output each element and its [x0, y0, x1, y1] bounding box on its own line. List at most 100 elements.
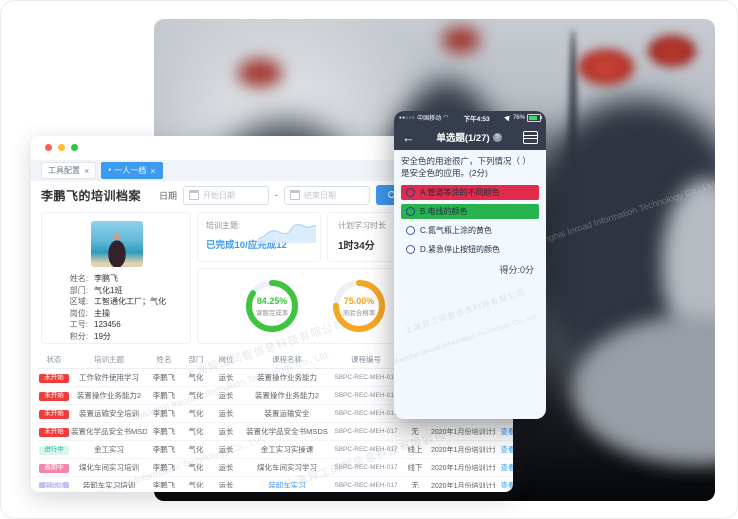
profile-field: 岗位: 主操 — [52, 308, 184, 320]
table-cell: 装置操作业务能力 — [257, 373, 317, 382]
table-cell: SBPC-REC-MEH-017 — [334, 410, 398, 417]
donut-chart: 84.25% 课题完成率 — [240, 274, 304, 338]
planned-duration-value: 1时34分 — [338, 241, 375, 252]
action-link[interactable]: 查看 — [500, 445, 514, 454]
table-cell: 气化 — [188, 463, 204, 472]
close-window-icon[interactable] — [45, 144, 52, 151]
status-cell: 进行中 — [37, 444, 71, 455]
table-cell: 李鹏飞 — [152, 373, 176, 382]
status-cell: 已完成 — [37, 480, 71, 488]
answer-option[interactable]: C.氮气瓶上涂的黄色 — [401, 223, 539, 238]
donut-label: 测验合格率 — [342, 309, 376, 317]
tab[interactable]: ● 一人一档 × — [101, 162, 163, 179]
answer-option-label: D.紧急停止按钮的颜色 — [420, 245, 500, 254]
profile-field-label: 工号: — [69, 320, 88, 329]
column-header: 姓名 — [156, 354, 172, 364]
date-filter-label: 日期 — [159, 190, 178, 201]
table-cell: 李鹏飞 — [152, 427, 176, 436]
answer-option[interactable]: B.电线的颜色 — [401, 204, 539, 219]
maximize-window-icon[interactable] — [71, 144, 78, 151]
radio-icon[interactable] — [406, 207, 415, 216]
status-badge: 已完成 — [39, 481, 69, 488]
answer-sheet-icon[interactable] — [523, 130, 538, 144]
tab-close-icon[interactable]: × — [150, 165, 156, 176]
calendar-icon — [290, 190, 301, 200]
quiz-title: 单选题(1/27) — [436, 133, 490, 144]
profile-field: 部门: 气化1班 — [52, 285, 184, 297]
end-date-input[interactable]: 结束日期 — [284, 185, 371, 205]
column-header: 岗位 — [218, 354, 234, 364]
answer-options: A.管道等涂的不同颜色 B.电线的颜色 C.氮气瓶上涂的黄色 D.紧急停止按钮的… — [401, 185, 539, 261]
tab-bar: 工具配置 × ● 一人一档 × — [31, 160, 513, 181]
answer-option-label: A.管道等涂的不同颜色 — [420, 188, 500, 197]
course-link[interactable]: 装卸车实习 — [268, 481, 306, 488]
tab-label: 工具配置 — [48, 166, 80, 175]
table-cell: 装置操作业务能力2 — [76, 391, 142, 400]
training-topic-value: 已完成10/应完成12 — [206, 240, 287, 251]
column-header: 培训主题 — [94, 354, 124, 364]
table-cell: SBPC-REC-MEH-017 — [334, 482, 398, 488]
table-row: 已完成 装卸车实习培训 李鹏飞 气化 运长 装卸车实习 SBPC-REC-MEH-017 无 2… — [37, 477, 513, 488]
status-badge: 未开始 — [39, 373, 69, 383]
mini-area-chart — [258, 224, 316, 243]
status-cell: 未开始 — [37, 408, 71, 419]
status-badge: 未开始 — [39, 427, 69, 437]
profile-field-label: 姓名: — [69, 274, 88, 283]
action-link[interactable]: 查看 — [500, 463, 514, 472]
location-arrow-icon — [504, 113, 512, 122]
watermark-text: Shanghai Inroad Information Technology C… — [394, 312, 540, 367]
table-cell: 运长 — [218, 391, 234, 400]
table-cell: 装置化学品安全书MSDS — [246, 427, 328, 436]
table-cell: 气化 — [188, 427, 204, 436]
status-cell: 未开始 — [37, 426, 71, 437]
back-button[interactable]: ← — [402, 129, 415, 145]
profile-field-value: 李鹏飞 — [94, 274, 118, 283]
table-cell: 金工实习 — [94, 445, 124, 454]
table-cell: 煤化车间实习学习 — [257, 463, 317, 472]
table-cell: 装置操作业务能力2 — [254, 391, 320, 400]
toolbar: 李鹏飞的培训档案 日期 开始日期 - 结束日期 查询 — [31, 182, 513, 208]
status-cell: 逾期中 — [37, 462, 71, 473]
radio-icon[interactable] — [406, 226, 415, 235]
question-text: 安全色的用途很广，下列情况（ ）是安全色的应用。(2分) — [401, 156, 531, 178]
profile-field-label: 部门: — [69, 285, 88, 295]
table-cell: 装置运输安全培训 — [79, 409, 139, 418]
start-date-input[interactable]: 开始日期 — [183, 185, 270, 205]
table-cell: 2020年1月份培训计划 — [431, 428, 495, 436]
radio-icon[interactable] — [406, 188, 415, 197]
wifi-icon: ◠ — [443, 114, 449, 121]
column-header: 状态 — [46, 354, 62, 364]
table-cell: 李鹏飞 — [152, 463, 176, 472]
tab[interactable]: 工具配置 × — [41, 162, 97, 179]
status-cell: 未开始 — [37, 372, 71, 383]
table-cell: SBPC-REC-MEH-017 — [334, 464, 398, 471]
profile-card: 姓名: 李鹏飞 部门: 气化1班 区域: 工智通化工厂；气化 岗位: 主操 工号… — [41, 212, 191, 344]
start-date-placeholder: 开始日期 — [203, 190, 236, 200]
table-cell: 气化 — [188, 373, 204, 382]
photo-red-helmet — [238, 59, 282, 87]
table-cell: SBPC-REC-MEH-017 — [334, 392, 398, 399]
table-cell: 李鹏飞 — [152, 481, 176, 488]
table-cell: 李鹏飞 — [152, 445, 176, 454]
tab-close-icon[interactable]: × — [84, 165, 90, 176]
answer-option[interactable]: D.紧急停止按钮的颜色 — [401, 242, 539, 257]
profile-field-value: 19分 — [94, 331, 111, 341]
action-link[interactable]: 查看 — [500, 481, 514, 488]
table-cell: 装置运输安全 — [264, 409, 310, 418]
help-icon[interactable]: ? — [492, 132, 502, 142]
action-link[interactable]: 查看 — [500, 427, 514, 436]
radio-icon[interactable] — [406, 245, 415, 254]
calendar-icon — [189, 190, 200, 200]
table-cell: SBPC-REC-MEH-017 — [334, 428, 398, 435]
table-cell: 运长 — [218, 427, 234, 436]
profile-field-value: 气化1班 — [94, 285, 123, 295]
profile-field-label: 积分: — [69, 331, 88, 341]
end-date-placeholder: 结束日期 — [304, 190, 337, 200]
table-cell: 金工实习实操课 — [260, 445, 314, 454]
minimize-window-icon[interactable] — [58, 144, 65, 151]
active-tab-dot-icon: ● — [108, 167, 112, 173]
status-badge: 未开始 — [39, 409, 69, 419]
table-cell: 无 — [411, 427, 419, 436]
answer-option[interactable]: A.管道等涂的不同颜色 — [401, 185, 539, 200]
